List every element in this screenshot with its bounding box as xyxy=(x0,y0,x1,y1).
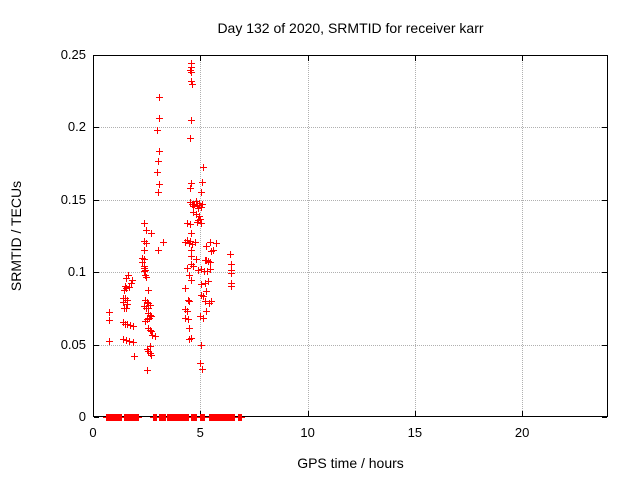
y-grid-line xyxy=(93,199,608,201)
y-tick-mark-right xyxy=(602,272,607,274)
y-tick-label: 0.05 xyxy=(60,336,86,352)
x-grid-line xyxy=(200,55,202,417)
plot-area xyxy=(93,55,608,417)
y-tick-label: 0.25 xyxy=(60,47,86,62)
x-tick-mark-top xyxy=(93,56,94,61)
x-tick-label: 10 xyxy=(300,425,315,440)
y-tick-mark-right xyxy=(602,127,607,129)
x-grid-line xyxy=(522,55,524,417)
x-grid-line xyxy=(414,55,416,417)
x-tick-mark xyxy=(93,411,94,416)
y-grid-line xyxy=(93,272,608,274)
y-tick-mark xyxy=(94,127,99,129)
y-tick-mark xyxy=(94,55,99,56)
y-tick-label: 0 xyxy=(78,409,86,424)
y-tick-mark-right xyxy=(602,417,607,418)
x-tick-mark xyxy=(200,411,202,416)
chart-title: Day 132 of 2020, SRMTID for receiver kar… xyxy=(217,20,484,36)
y-tick-label: 0.15 xyxy=(60,191,86,207)
y-tick-mark-right xyxy=(602,344,607,346)
x-tick-mark-top xyxy=(522,56,524,61)
y-tick-mark-right xyxy=(602,55,607,56)
x-tick-label: 5 xyxy=(196,425,204,440)
y-tick-mark xyxy=(94,344,99,346)
y-tick-mark xyxy=(94,199,99,201)
x-tick-mark-top xyxy=(200,56,202,61)
x-grid-line xyxy=(307,55,309,417)
y-axis-label: SRMTID / TECUs xyxy=(8,180,24,292)
y-grid-line xyxy=(93,344,608,346)
y-tick-mark xyxy=(94,417,99,418)
x-tick-mark xyxy=(522,411,524,416)
y-tick-mark-right xyxy=(602,199,607,201)
x-tick-label: 20 xyxy=(514,425,530,440)
y-tick-label: 0.1 xyxy=(67,264,86,280)
y-grid-line xyxy=(93,127,608,129)
x-tick-mark xyxy=(307,411,309,416)
y-tick-mark xyxy=(94,272,99,274)
x-tick-label: 15 xyxy=(407,425,423,440)
x-tick-mark xyxy=(414,411,416,416)
y-tick-label: 0.2 xyxy=(67,119,86,135)
x-tick-label: 0 xyxy=(89,425,97,440)
x-tick-mark-top xyxy=(414,56,416,61)
x-axis-label: GPS time / hours xyxy=(297,455,404,471)
x-tick-mark-top xyxy=(307,56,309,61)
